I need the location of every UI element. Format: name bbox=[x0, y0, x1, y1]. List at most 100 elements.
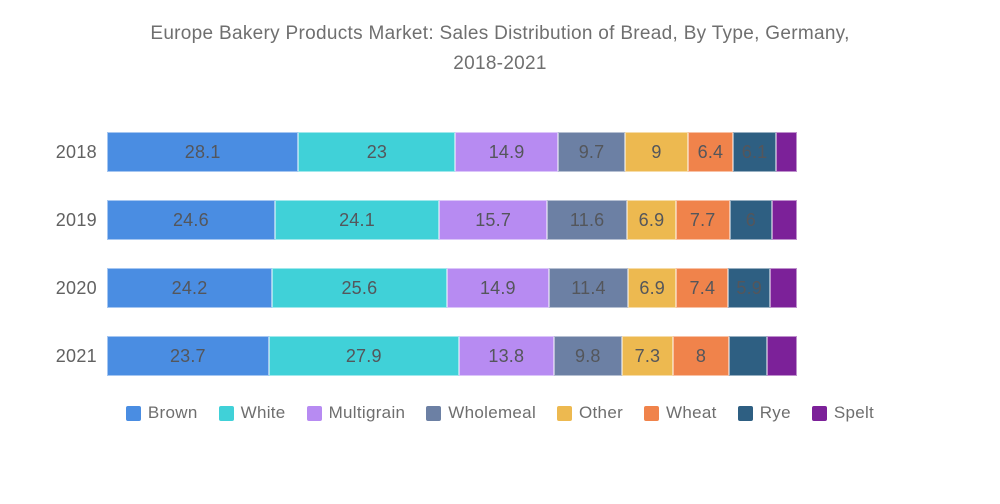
legend-item-multigrain: Multigrain bbox=[306, 403, 406, 423]
bar-segment-wheat: 7.7 bbox=[675, 200, 730, 240]
legend-item-wholemeal: Wholemeal bbox=[426, 403, 536, 423]
segment-value-label: 6.4 bbox=[697, 141, 724, 162]
bar-segment-brown: 24.6 bbox=[107, 200, 275, 240]
chart-title-line2: 2018-2021 bbox=[453, 53, 547, 74]
bar-segment-brown: 23.7 bbox=[107, 336, 269, 376]
y-axis-label: 2019 bbox=[55, 210, 97, 230]
bar-row-2021: 2021 23.7 27.9 13.8 9.8 7.3 8 bbox=[0, 336, 1000, 376]
legend-swatch-icon bbox=[426, 405, 442, 421]
stacked-bar: 24.6 24.1 15.7 11.6 6.9 7.7 6 bbox=[107, 200, 797, 240]
y-axis-label: 2020 bbox=[55, 278, 97, 298]
bar-segment-brown: 28.1 bbox=[107, 132, 299, 172]
legend-label: White bbox=[240, 403, 286, 422]
legend-label: Multigrain bbox=[328, 403, 406, 422]
bar-segment-other: 9 bbox=[625, 132, 688, 172]
bar-segment-multigrain: 15.7 bbox=[439, 200, 548, 240]
legend-swatch-icon bbox=[557, 405, 573, 421]
legend-swatch-icon bbox=[644, 405, 660, 421]
bar-segment-wholemeal: 11.6 bbox=[547, 200, 628, 240]
bar-segment-rye: 5.9 bbox=[728, 268, 771, 308]
segment-value-label: 8 bbox=[695, 345, 707, 366]
segment-value-label: 28.1 bbox=[184, 141, 221, 162]
segment-value-label: 14.9 bbox=[488, 141, 525, 162]
stacked-bar: 23.7 27.9 13.8 9.8 7.3 8 bbox=[107, 336, 797, 376]
segment-value-label: 6.9 bbox=[639, 277, 665, 298]
plot-area: 2018 28.1 23 14.9 9.7 9 6.4 6.1 2019 24.6 24.1 15.7… bbox=[0, 132, 1000, 404]
segment-value-label: 24.6 bbox=[172, 209, 209, 230]
segment-value-label: 7.7 bbox=[689, 209, 716, 230]
bar-segment-wheat: 8 bbox=[673, 336, 729, 376]
segment-value-label: 23 bbox=[366, 141, 388, 162]
chart-title-line1: Europe Bakery Products Market: Sales Dis… bbox=[150, 23, 850, 44]
bar-segment-wheat: 7.4 bbox=[676, 268, 729, 308]
segment-value-label: 9 bbox=[651, 141, 662, 162]
segment-value-label: 6.9 bbox=[638, 209, 665, 230]
bar-segment-spelt bbox=[772, 200, 797, 240]
bar-segment-white: 27.9 bbox=[268, 336, 459, 376]
legend-label: Wheat bbox=[666, 403, 717, 422]
bar-segment-white: 25.6 bbox=[272, 268, 447, 308]
segment-value-label: 6.1 bbox=[741, 141, 768, 162]
segment-value-label: 23.7 bbox=[169, 345, 206, 366]
y-axis-label: 2018 bbox=[55, 142, 97, 162]
legend-swatch-icon bbox=[811, 405, 827, 421]
bar-segment-spelt bbox=[766, 336, 797, 376]
bar-segment-wholemeal: 9.7 bbox=[557, 132, 626, 172]
legend: Brown White Multigrain Wholemeal Other Wheat R… bbox=[0, 403, 1000, 423]
legend-label: Rye bbox=[759, 403, 791, 422]
segment-value-label: 24.2 bbox=[171, 277, 208, 298]
legend-item-white: White bbox=[218, 403, 286, 423]
bar-segment-wholemeal: 9.8 bbox=[553, 336, 622, 376]
bar-row-2020: 2020 24.2 25.6 14.9 11.4 6.9 7.4 5.9 bbox=[0, 268, 1000, 308]
legend-label: Wholemeal bbox=[448, 403, 537, 422]
stacked-bar: 28.1 23 14.9 9.7 9 6.4 6.1 bbox=[107, 132, 797, 172]
legend-swatch-icon bbox=[125, 405, 141, 421]
bar-segment-rye: 6 bbox=[729, 200, 773, 240]
bar-segment-other: 6.9 bbox=[627, 268, 677, 308]
segment-value-label: 27.9 bbox=[345, 345, 382, 366]
segment-value-label: 9.7 bbox=[578, 141, 605, 162]
bar-segment-wholemeal: 11.4 bbox=[549, 268, 628, 308]
bar-segment-spelt bbox=[770, 268, 797, 308]
segment-value-label: 7.3 bbox=[634, 345, 661, 366]
segment-value-label: 9.8 bbox=[575, 345, 601, 366]
legend-label: Other bbox=[579, 403, 624, 422]
bar-segment-multigrain: 13.8 bbox=[458, 336, 554, 376]
bar-segment-wheat: 6.4 bbox=[687, 132, 733, 172]
bar-segment-white: 23 bbox=[298, 132, 456, 172]
legend-label: Brown bbox=[147, 403, 198, 422]
segment-value-label: 11.4 bbox=[571, 277, 606, 298]
segment-value-label: 11.6 bbox=[569, 209, 605, 230]
chart-title: Europe Bakery Products Market: Sales Dis… bbox=[0, 19, 1000, 79]
legend-item-other: Other bbox=[557, 403, 623, 423]
segment-value-label: 24.1 bbox=[339, 209, 375, 230]
segment-value-label: 25.6 bbox=[341, 277, 378, 298]
bar-segment-multigrain: 14.9 bbox=[446, 268, 550, 308]
bar-segment-white: 24.1 bbox=[274, 200, 440, 240]
y-axis-label: 2021 bbox=[55, 346, 97, 366]
segment-value-label: 6 bbox=[745, 209, 756, 230]
stacked-bar: 24.2 25.6 14.9 11.4 6.9 7.4 5.9 bbox=[107, 268, 797, 308]
bar-segment-brown: 24.2 bbox=[107, 268, 273, 308]
legend-item-wheat: Wheat bbox=[644, 403, 717, 423]
bar-segment-other: 6.9 bbox=[627, 200, 676, 240]
legend-swatch-icon bbox=[737, 405, 753, 421]
segment-value-label: 5.9 bbox=[736, 277, 762, 298]
legend-item-rye: Rye bbox=[737, 403, 791, 423]
bar-row-2018: 2018 28.1 23 14.9 9.7 9 6.4 6.1 bbox=[0, 132, 1000, 172]
legend-item-brown: Brown bbox=[125, 403, 198, 423]
bar-row-2019: 2019 24.6 24.1 15.7 11.6 6.9 7.7 6 bbox=[0, 200, 1000, 240]
legend-swatch-icon bbox=[218, 405, 234, 421]
bar-segment-rye: 6.1 bbox=[733, 132, 777, 172]
segment-value-label: 13.8 bbox=[488, 345, 525, 366]
segment-value-label: 15.7 bbox=[475, 209, 512, 230]
bar-segment-spelt bbox=[776, 132, 797, 172]
bar-segment-multigrain: 14.9 bbox=[455, 132, 558, 172]
bar-segment-other: 7.3 bbox=[621, 336, 674, 376]
legend-swatch-icon bbox=[306, 405, 322, 421]
bar-segment-rye bbox=[728, 336, 767, 376]
segment-value-label: 14.9 bbox=[479, 277, 516, 298]
legend-label: Spelt bbox=[833, 403, 875, 422]
segment-value-label: 7.4 bbox=[689, 277, 716, 298]
legend-item-spelt: Spelt bbox=[811, 403, 875, 423]
